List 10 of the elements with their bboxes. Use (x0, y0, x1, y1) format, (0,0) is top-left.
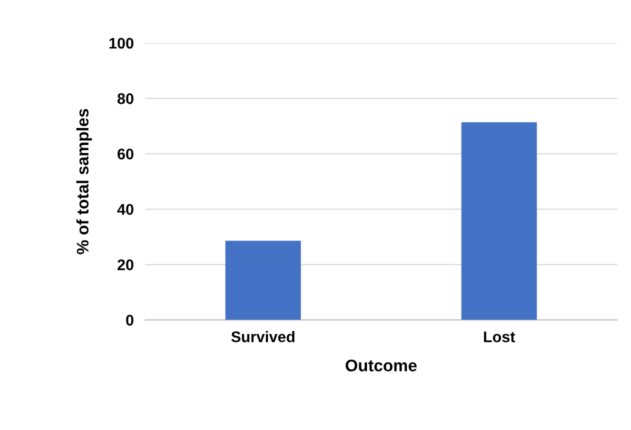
x-axis-title: Outcome (346, 360, 417, 372)
y-tick-label: 40 (117, 204, 134, 215)
y-tick-label: 100 (109, 38, 134, 49)
y-tick-label: 60 (118, 148, 134, 160)
y-tick-label: 0 (126, 314, 134, 326)
x-tick-label: Survived (231, 331, 294, 342)
y-tick-label: 20 (118, 259, 134, 270)
x-tick-label: Lost (484, 332, 516, 342)
y-tick-label: 80 (118, 93, 134, 104)
y-axis-title: % of total samples (76, 108, 92, 254)
